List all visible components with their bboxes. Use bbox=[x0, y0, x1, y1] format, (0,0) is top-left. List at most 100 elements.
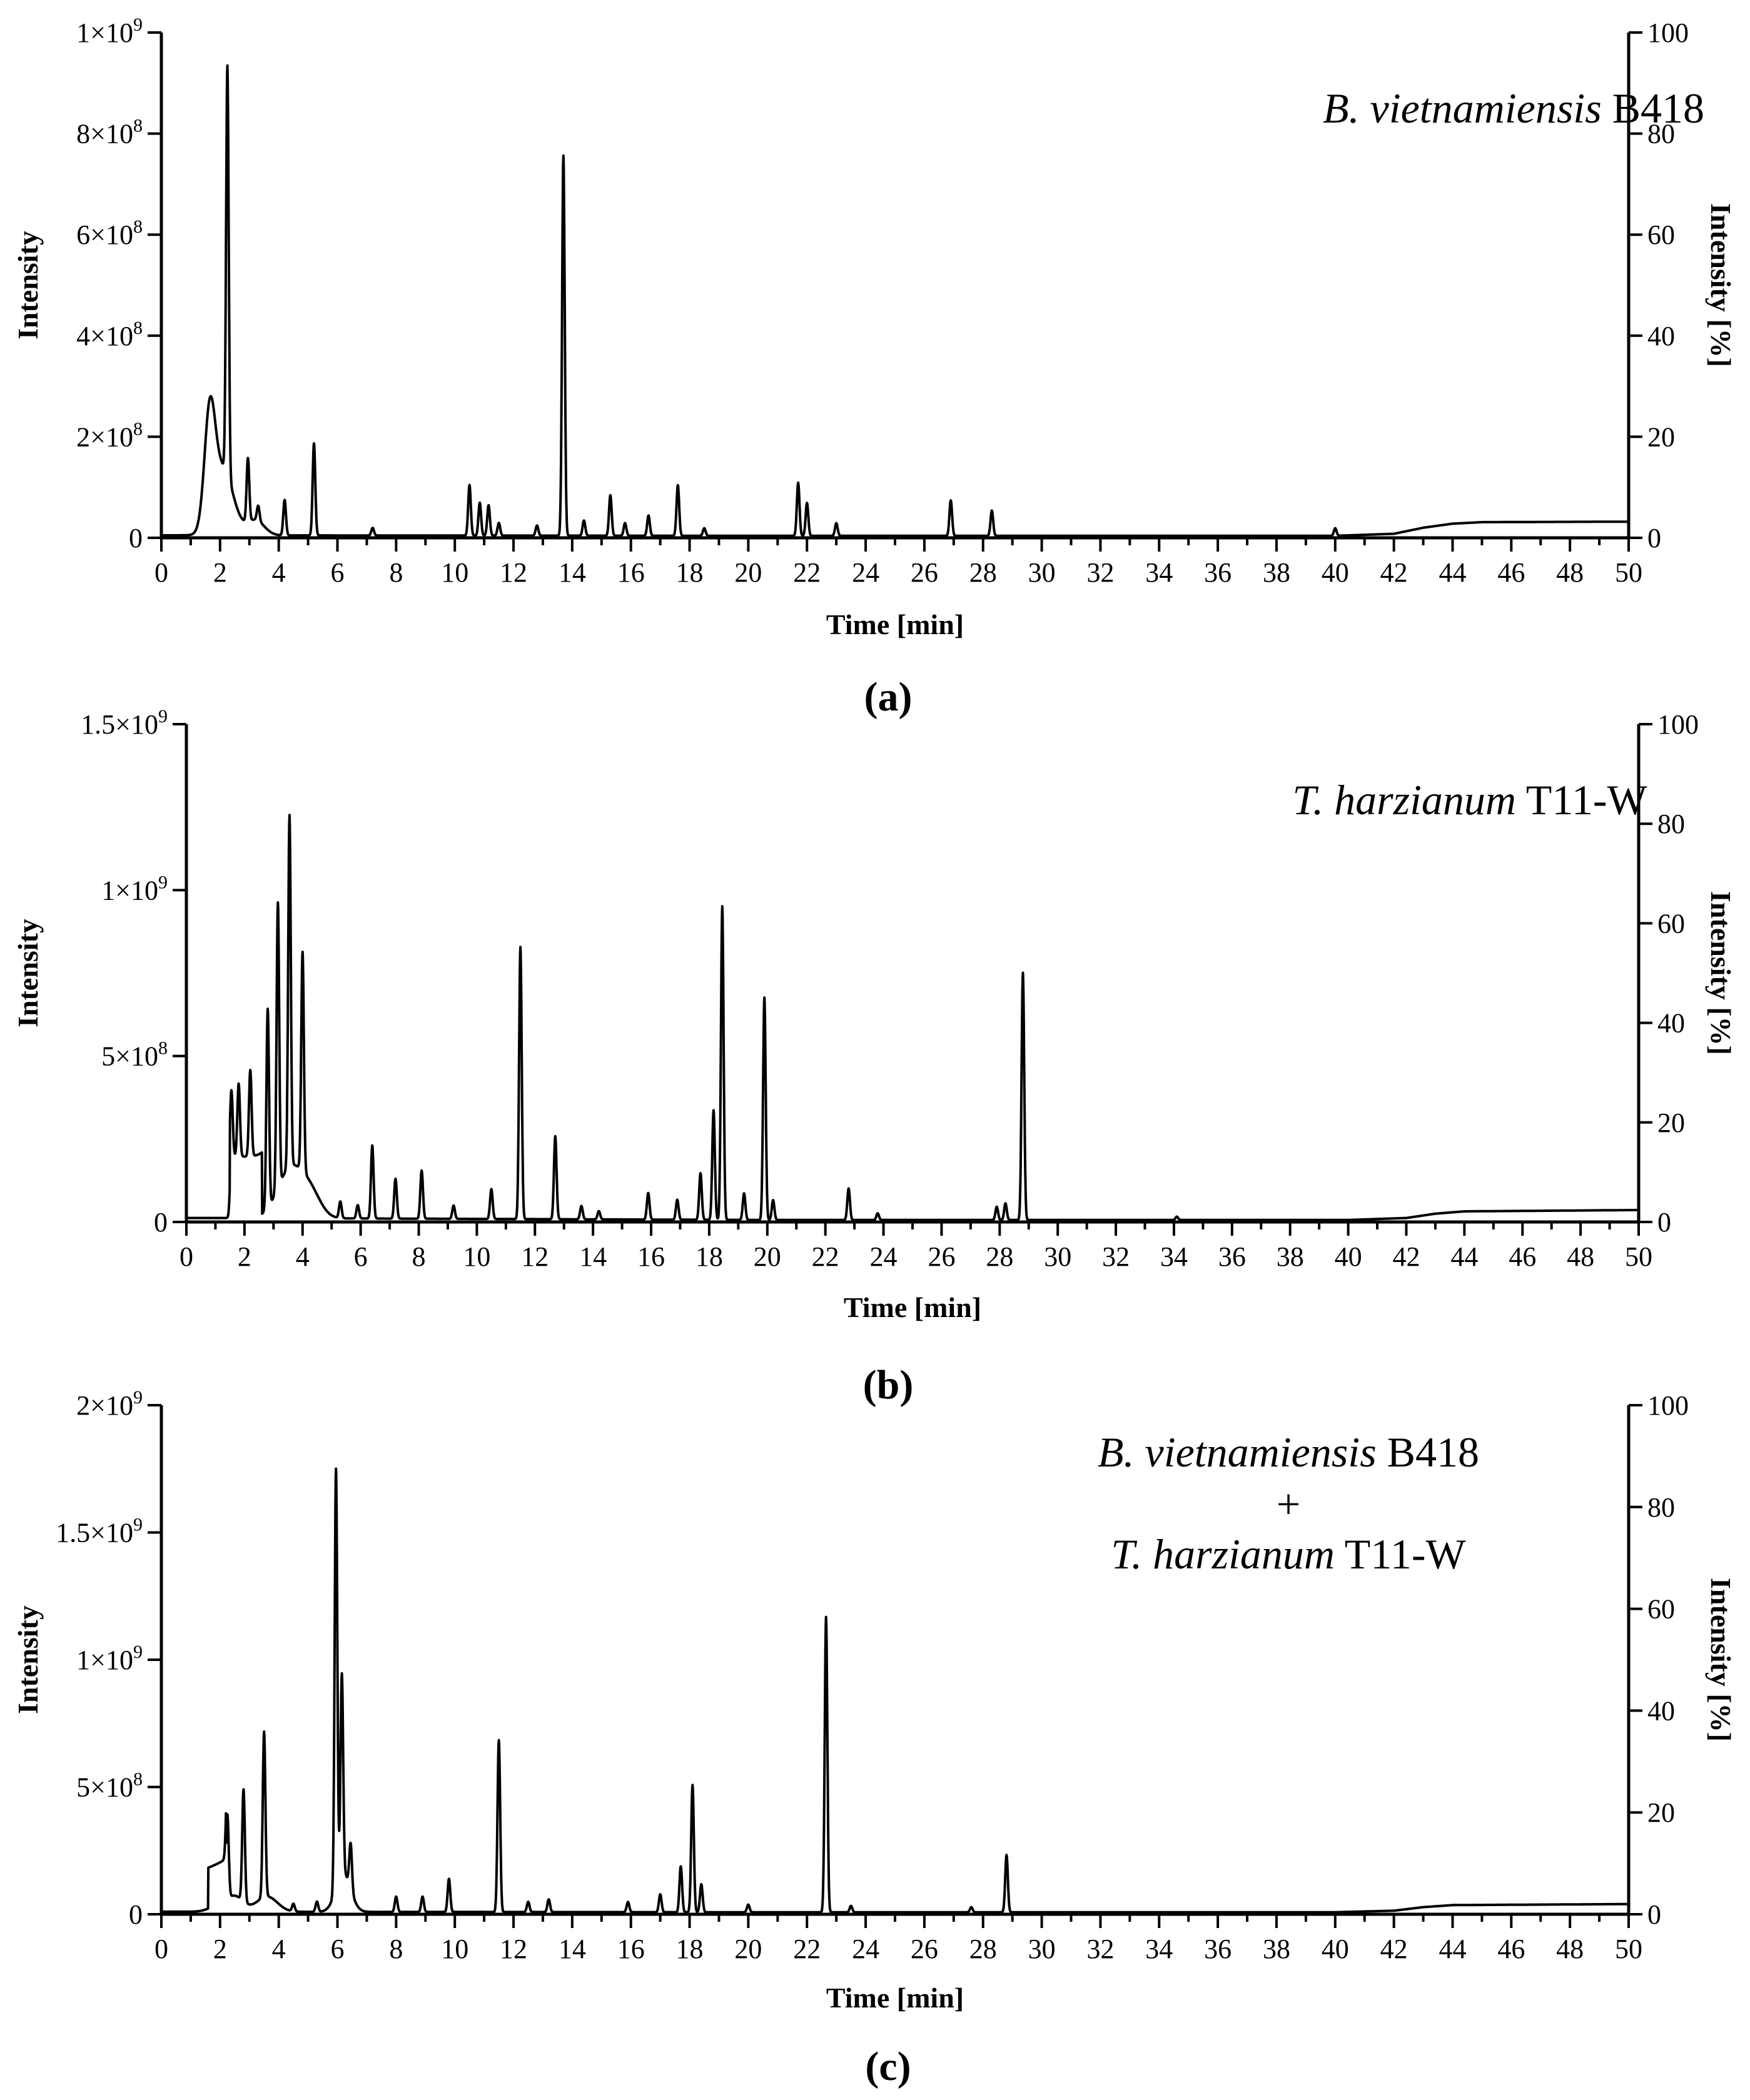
x-tick-label: 36 bbox=[1218, 1241, 1246, 1272]
x-tick-label: 22 bbox=[793, 557, 821, 588]
y2-tick-label: 80 bbox=[1647, 1492, 1675, 1523]
y-tick-label: 1×109 bbox=[76, 1642, 143, 1675]
x-tick-label: 36 bbox=[1204, 557, 1232, 588]
chart-panel-c: 0 2 4 6 8 10 12 14 16 18 20 22 24 26 28 30 32 34 36 38 40 42 4… bbox=[12, 1387, 1737, 2089]
x-tick-label: 38 bbox=[1263, 557, 1290, 588]
x-tick-label: 18 bbox=[676, 557, 704, 588]
x-tick-label: 8 bbox=[412, 1241, 426, 1272]
x-tick-label: 50 bbox=[1625, 1241, 1652, 1272]
x-tick-label: 44 bbox=[1439, 557, 1466, 588]
x-tick-label: 18 bbox=[695, 1241, 723, 1272]
x-tick-label: 16 bbox=[617, 1934, 645, 1964]
x-tick-label: 6 bbox=[354, 1241, 368, 1272]
y-tick-label: 1.5×109 bbox=[56, 1515, 143, 1548]
x-tick-label: 42 bbox=[1380, 557, 1408, 588]
x-tick-label: 40 bbox=[1322, 1934, 1349, 1964]
x-tick-label: 32 bbox=[1102, 1241, 1130, 1272]
x-tick-label: 12 bbox=[521, 1241, 549, 1272]
y2-tick-label: 100 bbox=[1647, 18, 1689, 48]
x-tick-label: 34 bbox=[1160, 1241, 1188, 1272]
y-tick-label: 1×109 bbox=[76, 14, 143, 48]
y2-tick-label: 20 bbox=[1647, 422, 1675, 452]
x-tick-label: 36 bbox=[1204, 1934, 1232, 1964]
x-tick-label: 34 bbox=[1145, 1934, 1173, 1964]
organism-annotation: T. harzianum T11-W bbox=[1111, 1530, 1466, 1578]
x-tick-label: 24 bbox=[852, 557, 879, 588]
x-tick-label: 20 bbox=[754, 1241, 781, 1272]
chromatogram-trace bbox=[160, 1467, 1630, 1914]
x-tick-label: 50 bbox=[1615, 1934, 1642, 1964]
y2-axis-title: Intensity [%] bbox=[1705, 203, 1737, 367]
x-tick-label: 0 bbox=[154, 1934, 168, 1964]
x-tick-label: 34 bbox=[1145, 557, 1173, 588]
x-tick-label: 10 bbox=[441, 1934, 468, 1964]
y2-tick-label: 100 bbox=[1647, 1390, 1689, 1421]
y2-axis-title: Intensity [%] bbox=[1705, 891, 1737, 1055]
x-tick-label: 2 bbox=[213, 1934, 227, 1964]
panel-caption: (c) bbox=[865, 2044, 911, 2089]
x-tick-label: 20 bbox=[734, 557, 762, 588]
x-tick-label: 22 bbox=[793, 1934, 821, 1964]
chromatogram-trace bbox=[185, 814, 1640, 1221]
x-tick-label: 24 bbox=[870, 1241, 898, 1272]
x-tick-label: 0 bbox=[154, 557, 168, 588]
y-tick-label: 1×109 bbox=[101, 872, 168, 906]
x-tick-label: 8 bbox=[389, 1934, 403, 1964]
x-tick-label: 44 bbox=[1439, 1934, 1466, 1964]
x-tick-label: 12 bbox=[500, 557, 527, 588]
y2-tick-label: 100 bbox=[1657, 709, 1699, 740]
panel-caption: (b) bbox=[863, 1362, 914, 1408]
y-tick-label: 5×108 bbox=[101, 1038, 168, 1072]
y-axis-title: Intensity bbox=[12, 231, 44, 340]
x-tick-label: 2 bbox=[213, 557, 227, 588]
y-tick-label: 8×108 bbox=[76, 116, 143, 149]
x-tick-label: 16 bbox=[637, 1241, 665, 1272]
organism-annotation: + bbox=[1277, 1480, 1300, 1528]
y-tick-label: 4×108 bbox=[76, 318, 143, 351]
x-tick-label: 10 bbox=[441, 557, 468, 588]
chart-panel-b: 0 2 4 6 8 10 12 14 16 18 20 22 24 26 28 30 32 34 36 38 40 42 4… bbox=[12, 706, 1737, 1408]
x-tick-label: 14 bbox=[559, 557, 586, 588]
y2-tick-label: 40 bbox=[1657, 1008, 1685, 1039]
x-tick-label: 26 bbox=[911, 1934, 938, 1964]
y-tick-label: 5×108 bbox=[76, 1769, 143, 1803]
chart-panel-a: 0 2 4 6 8 10 12 14 16 18 20 22 24 26 28 30 32 34 36 38 40 42 4… bbox=[12, 14, 1737, 720]
y-tick-label: 2×109 bbox=[76, 1387, 143, 1421]
x-tick-label: 16 bbox=[617, 557, 645, 588]
y-tick-label: 0 bbox=[129, 523, 143, 553]
x-tick-label: 26 bbox=[928, 1241, 955, 1272]
x-tick-label: 28 bbox=[969, 1934, 997, 1964]
x-tick-label: 48 bbox=[1556, 1934, 1584, 1964]
x-tick-label: 38 bbox=[1277, 1241, 1304, 1272]
x-tick-label: 40 bbox=[1322, 557, 1349, 588]
y2-axis-title: Intensity [%] bbox=[1705, 1578, 1737, 1742]
x-tick-label: 4 bbox=[296, 1241, 310, 1272]
x-axis-title: Time [min] bbox=[826, 608, 964, 640]
y-tick-label: 6×108 bbox=[76, 216, 143, 250]
y-tick-label: 0 bbox=[129, 1899, 143, 1930]
x-tick-label: 26 bbox=[911, 557, 938, 588]
y-axis-title: Intensity bbox=[12, 919, 44, 1027]
x-tick-label: 12 bbox=[500, 1934, 527, 1964]
x-tick-label: 28 bbox=[986, 1241, 1013, 1272]
x-tick-label: 4 bbox=[272, 557, 286, 588]
y-tick-label: 0 bbox=[154, 1207, 168, 1238]
x-tick-label: 24 bbox=[852, 1934, 879, 1964]
x-tick-label: 22 bbox=[812, 1241, 839, 1272]
organism-annotation: T. harzianum T11-W bbox=[1292, 776, 1647, 824]
x-tick-label: 50 bbox=[1615, 557, 1642, 588]
x-tick-label: 44 bbox=[1450, 1241, 1478, 1272]
panel-caption: (a) bbox=[864, 674, 913, 720]
x-axis-title: Time [min] bbox=[826, 1982, 964, 2014]
x-tick-label: 10 bbox=[463, 1241, 490, 1272]
x-tick-label: 20 bbox=[734, 1934, 762, 1964]
y2-tick-label: 60 bbox=[1657, 908, 1685, 939]
organism-annotation: B. vietnamiensis B418 bbox=[1323, 84, 1704, 132]
y2-tick-label: 40 bbox=[1647, 1695, 1675, 1726]
y2-tick-label: 60 bbox=[1647, 220, 1675, 250]
y2-tick-label: 0 bbox=[1647, 523, 1661, 553]
x-tick-label: 46 bbox=[1497, 557, 1525, 588]
x-tick-label: 32 bbox=[1086, 557, 1114, 588]
x-tick-label: 46 bbox=[1509, 1241, 1536, 1272]
